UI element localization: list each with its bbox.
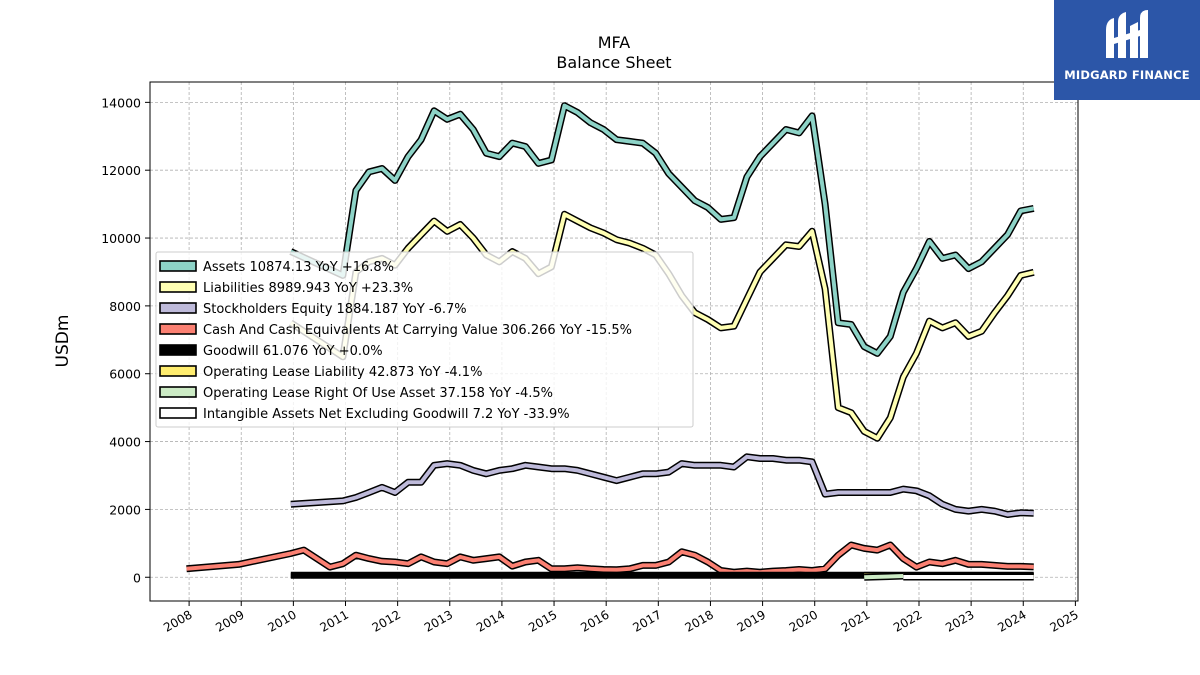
x-tick-label: 2021 [839,607,872,634]
legend-label: Cash And Cash Equivalents At Carrying Va… [203,323,632,338]
legend-label: Stockholders Equity 1884.187 YoY -6.7% [203,302,467,317]
x-axis-ticks: 2008 2009 2010 2011 2012 2013 2014 2015 2016 2017… [161,601,1081,635]
x-tick-label: 2019 [735,607,768,634]
legend-swatch [159,323,197,335]
x-tick-label: 2013 [422,607,455,634]
x-tick-label: 2016 [578,607,611,634]
series-line [864,574,904,580]
series-2 [290,453,1034,518]
legend-swatch [159,281,197,293]
y-tick-label: 12000 [101,163,141,178]
legend-swatch [159,344,197,356]
legend-label: Assets 10874.13 YoY +16.8% [203,260,394,275]
mf-monogram-icon [1106,10,1148,58]
legend-label: Operating Lease Liability 42.873 YoY -4.… [203,365,482,380]
series-3 [186,541,1034,576]
series-6 [864,572,904,581]
legend-item: Intangible Assets Net Excluding Goodwill… [159,407,570,422]
x-tick-label: 2018 [682,607,715,634]
legend-swatch [159,302,197,314]
legend-swatch [159,386,197,398]
series-lines [186,102,1035,581]
x-tick-label: 2009 [213,607,246,634]
chart-title: MFA [598,33,631,52]
x-tick-label: 2015 [526,607,559,634]
y-axis-ticks: 0 2000 4000 6000 8000 10000 12000 14000 [101,95,150,585]
legend-swatch [159,407,197,419]
x-tick-label: 2014 [474,607,507,634]
legend-swatch [159,260,197,272]
series-line [289,103,1035,356]
legend-item: Goodwill 61.076 YoY +0.0% [159,344,383,359]
y-tick-label: 8000 [109,299,141,314]
legend-label: Goodwill 61.076 YoY +0.0% [203,344,383,359]
legend: Assets 10874.13 YoY +16.8% Liabilities 89… [155,251,694,428]
x-tick-label: 2020 [787,607,820,634]
x-tick-label: 2012 [370,607,403,634]
series-0 [289,102,1035,357]
x-tick-label: 2011 [318,607,351,634]
x-tick-label: 2008 [161,607,194,634]
plot-area-frame [149,81,1079,602]
x-tick-label: 2017 [630,607,663,634]
legend-label: Liabilities 8989.943 YoY +23.3% [203,281,413,296]
x-tick-label: 2010 [265,607,298,634]
y-tick-label: 14000 [101,95,141,110]
legend-item: Operating Lease Right Of Use Asset 37.15… [159,386,553,401]
legend-item: Operating Lease Liability 42.873 YoY -4.… [159,365,482,380]
legend-item: Stockholders Equity 1884.187 YoY -6.7% [159,302,467,317]
series-line [186,543,1034,575]
logo-text: MIDGARD FINANCE [1064,68,1190,82]
legend-item: Assets 10874.13 YoY +16.8% [159,260,394,275]
midgard-finance-logo: MIDGARD FINANCE [1054,0,1200,100]
legend-label: Operating Lease Right Of Use Asset 37.15… [203,386,553,401]
x-tick-label: 2023 [943,607,976,634]
y-tick-label: 4000 [109,435,141,450]
series-line [290,454,1034,517]
legend-frame [155,251,694,428]
legend-items: Assets 10874.13 YoY +16.8% Liabilities 89… [159,260,632,422]
x-tick-label: 2025 [1047,607,1080,634]
chart-subtitle: Balance Sheet [556,53,671,72]
y-tick-label: 0 [133,570,141,585]
y-tick-label: 2000 [109,502,141,517]
legend-item: Liabilities 8989.943 YoY +23.3% [159,281,413,296]
y-tick-label: 6000 [109,367,141,382]
x-tick-label: 2022 [891,607,924,634]
legend-item: Cash And Cash Equivalents At Carrying Va… [159,323,632,338]
y-tick-label: 10000 [101,231,141,246]
x-tick-label: 2024 [995,607,1028,634]
legend-label: Intangible Assets Net Excluding Goodwill… [203,407,570,422]
legend-swatch [159,365,197,377]
y-axis-label: USDm [53,315,73,368]
